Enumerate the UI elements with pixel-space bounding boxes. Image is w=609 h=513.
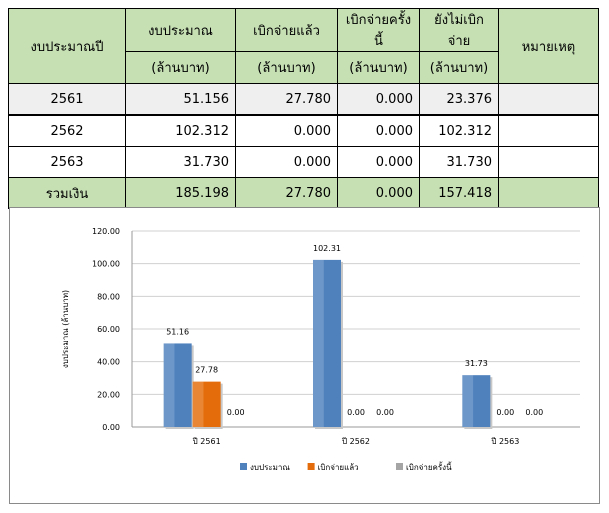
remaining-unit: (ล้านบาท)	[419, 51, 499, 84]
legend-entry: เบิกจ่ายแล้ว	[318, 463, 359, 472]
data-label: 0.00	[227, 408, 245, 417]
disbursed-cell: 0.000	[235, 146, 338, 178]
y-tick-label: 0.00	[102, 423, 120, 432]
note-header: หมายเหตุ	[498, 8, 599, 84]
bar	[313, 259, 341, 427]
y-tick-label: 20.00	[97, 390, 120, 399]
total-remaining: 157.418	[419, 177, 499, 209]
y-tick-label: 100.00	[92, 260, 120, 269]
data-label: 102.31	[313, 244, 341, 253]
bar-highlight	[163, 343, 175, 427]
table-row: 2562 102.312 0.000 0.000 102.312	[8, 114, 599, 147]
legend-entry: งบประมาณ	[250, 463, 290, 472]
this-time-cell: 0.000	[337, 146, 420, 178]
year-cell: 2563	[8, 146, 126, 178]
y-tick-label: 80.00	[97, 292, 120, 301]
budget-unit: (ล้านบาท)	[125, 51, 236, 84]
this-time-unit: (ล้านบาท)	[337, 51, 420, 84]
data-label: 27.78	[195, 366, 218, 375]
bar	[192, 381, 221, 427]
bar	[462, 375, 491, 427]
data-label: 0.00	[525, 408, 543, 417]
bar	[163, 343, 192, 427]
total-label: รวมเงิน	[8, 177, 126, 209]
year-cell: 2561	[8, 83, 126, 116]
data-label: 51.16	[166, 327, 189, 336]
data-label: 0.00	[347, 408, 365, 417]
total-note	[498, 177, 599, 209]
legend-swatch	[396, 463, 403, 470]
budget-table: งบประมาณปี งบประมาณ เบิกจ่ายแล้ว เบิกจ่า…	[8, 8, 599, 209]
disbursed-cell: 27.780	[235, 83, 338, 116]
data-label: 0.00	[496, 408, 514, 417]
total-row: รวมเงิน 185.198 27.780 0.000 157.418	[8, 177, 599, 209]
legend-swatch	[240, 463, 247, 470]
remaining-header: ยังไม่เบิกจ่าย	[419, 8, 499, 52]
total-this-time: 0.000	[337, 177, 420, 209]
budget-cell: 102.312	[125, 114, 236, 147]
legend-swatch	[307, 463, 315, 470]
note-cell	[498, 83, 599, 116]
header-row: งบประมาณปี งบประมาณ เบิกจ่ายแล้ว เบิกจ่า…	[8, 8, 599, 84]
total-disbursed: 27.780	[235, 177, 338, 209]
bar-highlight	[462, 375, 474, 427]
budget-cell: 51.156	[125, 83, 236, 116]
y-tick-label: 60.00	[97, 325, 120, 334]
y-tick-label: 120.00	[92, 227, 120, 236]
y-axis-title: งบประมาณ (ล้านบาท)	[61, 290, 70, 368]
year-cell: 2562	[8, 114, 126, 147]
unit-row: (ล้านบาท) (ล้านบาท) (ล้านบาท) (ล้านบาท)	[9, 51, 599, 84]
disbursed-unit: (ล้านบาท)	[235, 51, 338, 84]
this-time-header: เบิกจ่ายครั้งนี้	[337, 8, 420, 52]
budget-cell: 31.730	[125, 146, 236, 178]
x-tick-label: ปี 2563	[491, 437, 520, 446]
remaining-cell: 102.312	[419, 114, 499, 147]
remaining-cell: 31.730	[419, 146, 499, 178]
x-tick-label: ปี 2561	[192, 437, 221, 446]
y-tick-label: 40.00	[97, 358, 120, 367]
remaining-cell: 23.376	[419, 83, 499, 116]
table-row: 2563 31.730 0.000 0.000 31.730	[8, 146, 599, 178]
budget-chart: 0.00 20.00 40.00 60.00 80.00 100.00 120.00 งบปร…	[9, 207, 600, 504]
total-budget: 185.198	[125, 177, 236, 209]
note-cell	[498, 146, 599, 178]
chart-canvas: 0.00 20.00 40.00 60.00 80.00 100.00 120.00 งบปร…	[61, 227, 580, 472]
disbursed-cell: 0.000	[235, 114, 338, 147]
this-time-cell: 0.000	[337, 114, 420, 147]
x-tick-label: ปี 2562	[341, 437, 370, 446]
bar-highlight	[313, 259, 324, 427]
legend-entry: เบิกจ่ายครั้งนี้	[406, 461, 452, 472]
budget-header: งบประมาณ	[125, 8, 236, 52]
table-row: 2561 51.156 27.780 0.000 23.376	[8, 83, 599, 116]
data-label: 31.73	[465, 359, 488, 368]
this-time-cell: 0.000	[337, 83, 420, 116]
disbursed-header: เบิกจ่ายแล้ว	[235, 8, 338, 52]
year-header: งบประมาณปี	[8, 8, 126, 84]
note-cell	[498, 114, 599, 147]
data-label: 0.00	[376, 408, 394, 417]
bar-highlight	[192, 381, 204, 427]
